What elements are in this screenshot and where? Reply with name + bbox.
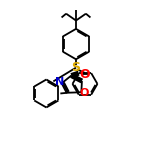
- Text: S: S: [71, 61, 81, 74]
- Text: O: O: [80, 88, 89, 98]
- Text: O: O: [80, 67, 90, 81]
- Text: N: N: [55, 77, 65, 87]
